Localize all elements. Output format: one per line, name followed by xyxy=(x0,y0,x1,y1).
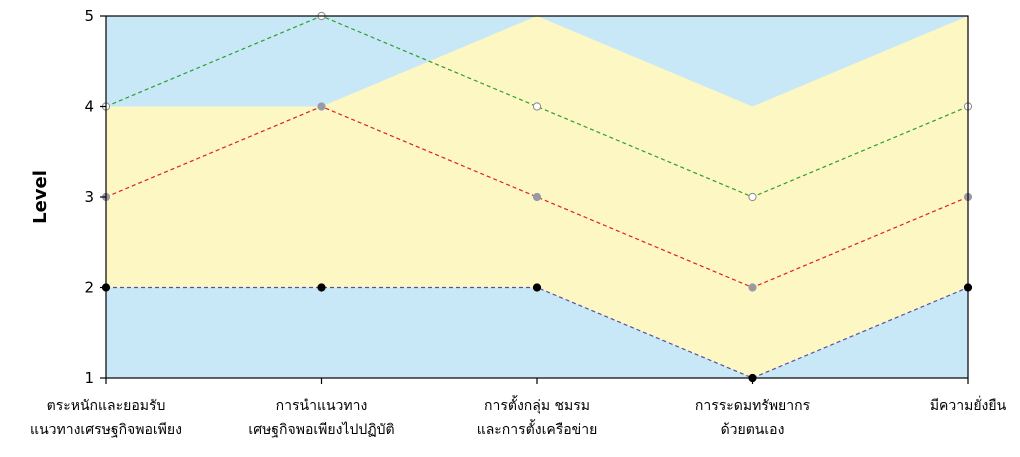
y-tick-label: 1 xyxy=(84,369,94,387)
x-axis: ตระหนักและยอมรับแนวทางเศรษฐกิจพอเพียง การ… xyxy=(30,378,1007,438)
series-1-point xyxy=(748,192,757,202)
series-1-line xyxy=(105,15,969,198)
x-tick-label: การนำแนวทางเศษฐกิจพอเพียงไปปฏิบัติ xyxy=(248,398,394,438)
y-tick-label: 5 xyxy=(84,7,94,25)
y-axis: 1 2 3 4 5 xyxy=(84,7,106,387)
series-2-line xyxy=(105,105,969,289)
x-tick-label: การตั้งกลุ่ม ชมรมและการตั้งเครือข่าย xyxy=(477,395,598,438)
series-2-point xyxy=(748,283,757,292)
y-tick-label: 2 xyxy=(84,279,94,297)
y-tick-label: 4 xyxy=(84,98,94,116)
y-axis-label: Level xyxy=(30,170,51,224)
series-2-point xyxy=(532,192,542,202)
x-tick-label: การระดมทรัพยากรด้วยตนเอง xyxy=(695,398,811,438)
series-3-point xyxy=(317,283,326,292)
x-tick-label: มีความยั่งยืน xyxy=(930,396,1007,414)
series-1-point xyxy=(532,102,542,111)
x-tick-label: ตระหนักและยอมรับแนวทางเศรษฐกิจพอเพียง xyxy=(30,398,182,438)
series-2-point xyxy=(317,102,326,111)
series-3-point xyxy=(532,283,542,292)
y-tick-label: 3 xyxy=(84,188,94,206)
